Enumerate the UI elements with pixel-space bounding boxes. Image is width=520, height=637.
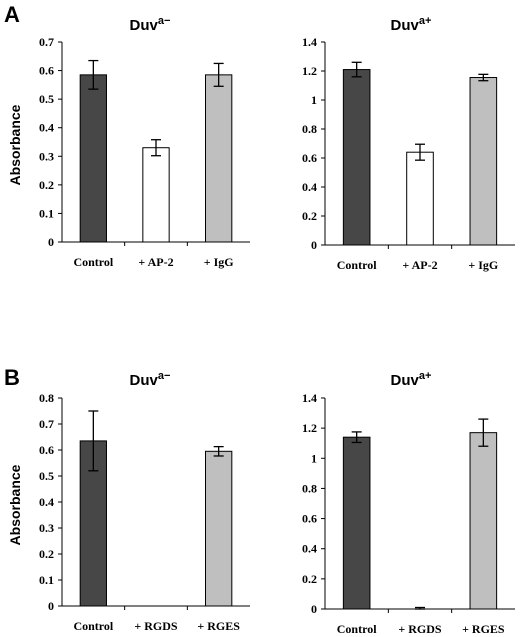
- category-label: + AP-2: [402, 258, 437, 272]
- y-tick-label: 0.6: [302, 512, 317, 526]
- y-tick-label: 0.7: [39, 417, 54, 431]
- y-tick-label: 1: [311, 451, 317, 465]
- bar-control: [79, 74, 107, 243]
- category-label: + RGES: [462, 622, 505, 636]
- chart-2: Duva+ 0 0.2 0.4 0.6 0.8 1 1.2 1.4 Control + AP-2 + …: [302, 15, 515, 272]
- chart-title-main: Duv: [391, 17, 420, 34]
- category-label: + IgG: [204, 255, 234, 269]
- chart-4: Duva+ 0 0.2 0.4 0.6 0.8 1 1.2 1.4 Control + RGDS + …: [302, 370, 515, 636]
- category-label: + IgG: [468, 258, 498, 272]
- y-tick-label: 1.4: [302, 391, 317, 405]
- y-tick-label: 0: [48, 235, 54, 249]
- y-tick-label: 0.6: [302, 151, 317, 165]
- y-tick-label: 0.6: [39, 64, 54, 78]
- chart-3: Duva− Absorbance 0 0.1 0.2 0.3 0.4 0.5 0.6 0.7 0.8…: [7, 370, 250, 633]
- y-tick-label: 0.4: [302, 542, 317, 556]
- y-tick-label: 0.2: [302, 572, 317, 586]
- chart-title: Duva+: [391, 15, 432, 34]
- category-label: + RGDS: [134, 619, 178, 633]
- y-tick-label: 0.3: [39, 149, 54, 163]
- bar-igg: [205, 74, 233, 243]
- bar-igg: [469, 77, 498, 246]
- y-tick-label: 0: [311, 602, 317, 616]
- y-tick-label: 0.4: [39, 495, 54, 509]
- chart-1: Duva− Absorbance 0 0.1 0.2 0.3 0.4 0.5 0.6 0.7 Con…: [7, 15, 250, 269]
- y-tick-label: 1.2: [302, 421, 317, 435]
- bar-ap-2: [406, 151, 434, 246]
- bar-control: [342, 69, 371, 246]
- y-tick-label: 0.4: [39, 121, 54, 135]
- bar-rges: [469, 432, 498, 610]
- y-axis-label: Absorbance: [7, 104, 23, 185]
- y-tick-label: 0: [48, 599, 54, 613]
- y-tick-label: 0: [311, 238, 317, 252]
- category-label: Control: [73, 255, 113, 269]
- category-label: + RGES: [197, 619, 240, 633]
- y-tick-label: 0.1: [39, 206, 54, 220]
- chart-title: Duva+: [391, 370, 432, 389]
- category-label: + RGDS: [398, 622, 442, 636]
- y-tick-label: 0.4: [302, 180, 317, 194]
- y-tick-label: 1.2: [302, 64, 317, 78]
- chart-title-superscript: a+: [419, 370, 432, 382]
- y-tick-label: 1: [311, 93, 317, 107]
- y-tick-label: 0.3: [39, 521, 54, 535]
- y-axis-label: Absorbance: [7, 464, 23, 545]
- panel-letter-b: B: [4, 365, 20, 390]
- chart-title-superscript: a+: [419, 15, 432, 27]
- category-label: Control: [337, 258, 377, 272]
- bar-ap-2: [142, 147, 170, 243]
- panel-letter-a: A: [4, 2, 20, 27]
- y-tick-label: 0.7: [39, 35, 54, 49]
- y-tick-label: 0.2: [39, 178, 54, 192]
- y-tick-label: 0.5: [39, 92, 54, 106]
- y-tick-label: 0.8: [39, 391, 54, 405]
- bar-control: [342, 436, 371, 610]
- y-tick-label: 0.5: [39, 469, 54, 483]
- y-tick-label: 1.4: [302, 35, 317, 49]
- y-tick-label: 0.6: [39, 443, 54, 457]
- bar-rges: [205, 450, 233, 607]
- y-tick-label: 0.2: [302, 209, 317, 223]
- chart-title-superscript: a−: [158, 370, 171, 382]
- charts: Duva−Absorbance00.10.20.30.40.50.60.7Con…: [7, 15, 515, 636]
- y-tick-label: 0.8: [302, 122, 317, 136]
- chart-title-superscript: a−: [158, 15, 171, 27]
- category-label: Control: [337, 622, 377, 636]
- y-tick-label: 0.8: [302, 481, 317, 495]
- y-tick-label: 0.1: [39, 573, 54, 587]
- chart-title: Duva−: [130, 370, 171, 389]
- category-label: Control: [73, 619, 113, 633]
- chart-title: Duva−: [130, 15, 171, 34]
- category-label: + AP-2: [138, 255, 173, 269]
- y-tick-label: 0.2: [39, 547, 54, 561]
- chart-title-main: Duv: [130, 372, 159, 389]
- chart-title-main: Duv: [130, 17, 159, 34]
- chart-title-main: Duv: [391, 372, 420, 389]
